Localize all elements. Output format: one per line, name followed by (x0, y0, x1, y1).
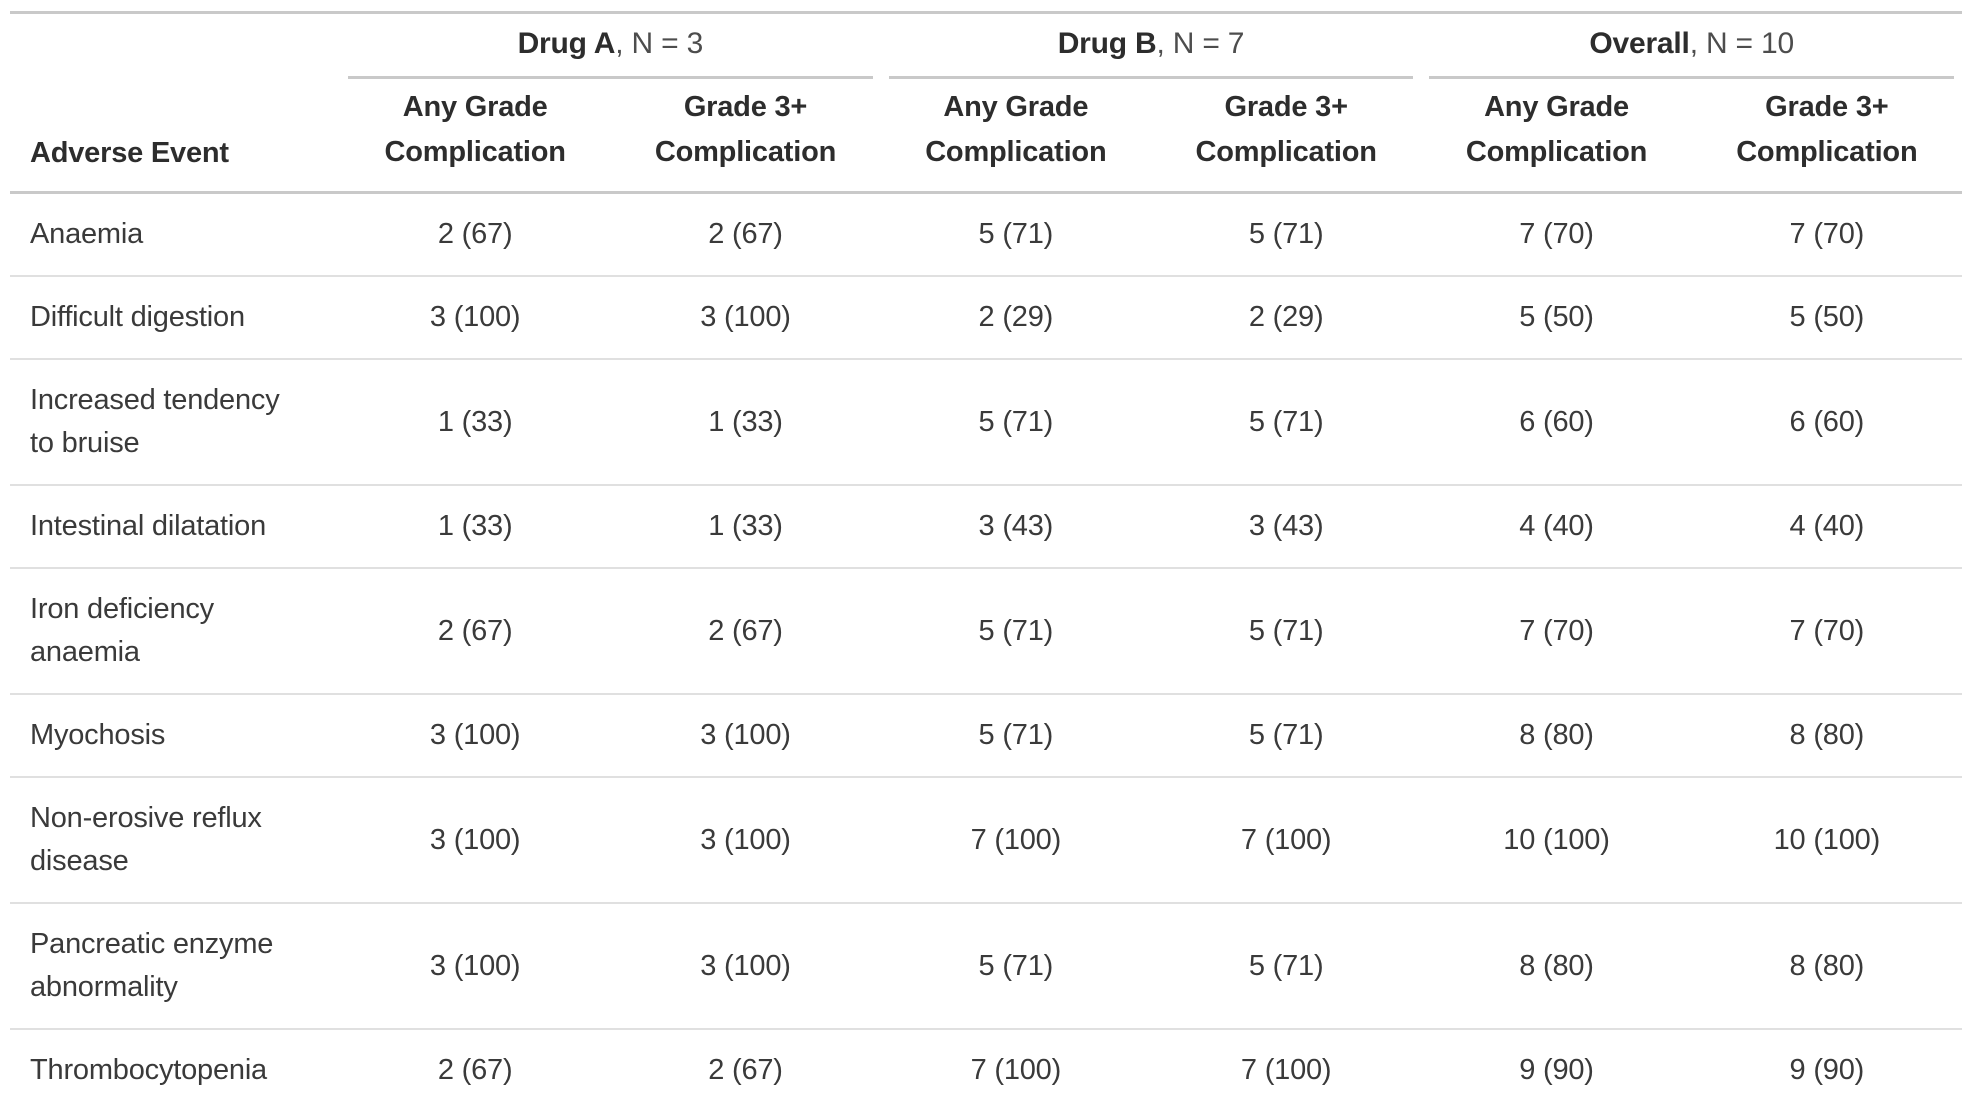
cell-value: 3 (100) (429, 301, 521, 333)
cell-value: 3 (43) (978, 510, 1054, 542)
cell-value: 7 (70) (1789, 218, 1865, 250)
row-label: Difficult digestion (30, 301, 245, 333)
spanner-stub-spacer (10, 14, 340, 79)
cell-value: 3 (100) (429, 949, 521, 982)
cell-value: 8 (80) (1789, 719, 1865, 751)
spanner-drug-b-name: Drug B (1057, 26, 1157, 60)
row-label: Increased tendency to bruise (30, 384, 280, 459)
spanner-drug-b-n: , N = 7 (1156, 26, 1245, 60)
table-row: Myochosis 3 (100) 3 (100) 5 (71) 5 (71) 8 (80… (10, 695, 1962, 778)
cell-value: 5 (71) (978, 614, 1054, 647)
cell-value: 2 (67) (708, 614, 783, 647)
row-label: Intestinal dilatation (30, 510, 267, 542)
col-header-drug-b-grade-3plus: Grade 3+ Complication (1195, 91, 1377, 168)
table-row: Increased tendency to bruise 1 (33) 1 (33)… (10, 360, 1962, 486)
col-header-drug-b-any-grade: Any Grade Complication (925, 91, 1107, 168)
row-label: Thrombocytopenia (30, 1054, 267, 1086)
cell-value: 3 (100) (700, 823, 791, 856)
table-row: Intestinal dilatation 1 (33) 1 (33) 3 (43) 3… (10, 486, 1962, 569)
cell-value: 8 (80) (1519, 949, 1594, 982)
cell-value: 5 (71) (1248, 405, 1324, 438)
cell-value: 4 (40) (1789, 510, 1865, 542)
cell-value: 6 (60) (1519, 405, 1594, 438)
cell-value: 5 (50) (1519, 301, 1594, 333)
cell-value: 2 (67) (437, 1054, 513, 1086)
cell-value: 1 (33) (437, 405, 513, 438)
spanner-drug-a: Drug A, N = 3 (340, 14, 881, 79)
table-row: Iron deficiency anaemia 2 (67) 2 (67) 5 (71… (10, 569, 1962, 695)
column-header-row: Adverse Event Any Grade Complication Gra… (10, 79, 1962, 194)
spanner-drug-a-name: Drug A (517, 26, 616, 60)
table-row: Thrombocytopenia 2 (67) 2 (67) 7 (100) 7 (10… (10, 1030, 1962, 1102)
table-row: Non-erosive reflux disease 3 (100) 3 (100)… (10, 778, 1962, 904)
adverse-events-table: Drug A, N = 3 Drug B, N = 7 Overall, N =… (10, 11, 1962, 1102)
cell-value: 5 (71) (978, 949, 1054, 982)
cell-value: 5 (71) (978, 405, 1054, 438)
table-row: Pancreatic enzyme abnormality 3 (100) 3 (1… (10, 904, 1962, 1030)
cell-value: 8 (80) (1519, 719, 1594, 751)
col-header-drug-a-any-grade: Any Grade Complication (384, 91, 566, 168)
cell-value: 5 (50) (1789, 301, 1865, 333)
row-label: Non-erosive reflux disease (30, 802, 262, 877)
row-label: Iron deficiency anaemia (30, 593, 214, 668)
row-label: Pancreatic enzyme abnormality (30, 928, 274, 1003)
cell-value: 7 (70) (1789, 614, 1865, 647)
cell-value: 7 (100) (1240, 823, 1332, 856)
cell-value: 3 (100) (700, 719, 791, 751)
cell-value: 10 (100) (1503, 823, 1610, 856)
cell-value: 9 (90) (1789, 1054, 1865, 1086)
spanner-overall-name: Overall (1589, 26, 1690, 60)
spanner-drug-b: Drug B, N = 7 (881, 14, 1422, 79)
cell-value: 7 (100) (970, 1054, 1062, 1086)
cell-value: 5 (71) (978, 719, 1054, 751)
cell-value: 1 (33) (437, 510, 513, 542)
spanner-overall: Overall, N = 10 (1421, 14, 1962, 79)
cell-value: 5 (71) (1248, 218, 1324, 250)
cell-value: 7 (100) (970, 823, 1062, 856)
cell-value: 1 (33) (708, 510, 783, 542)
cell-value: 2 (67) (708, 1054, 783, 1086)
col-header-overall-any-grade: Any Grade Complication (1465, 91, 1648, 168)
cell-value: 7 (70) (1519, 218, 1594, 250)
cell-value: 1 (33) (708, 405, 783, 438)
spanner-drug-a-n: , N = 3 (615, 26, 704, 60)
cell-value: 2 (67) (437, 218, 513, 250)
cell-value: 3 (100) (429, 823, 521, 856)
col-header-overall-grade-3plus: Grade 3+ Complication (1736, 91, 1918, 168)
cell-value: 5 (71) (1248, 719, 1324, 751)
cell-value: 2 (67) (708, 218, 783, 250)
cell-value: 7 (70) (1519, 614, 1594, 647)
cell-value: 3 (100) (700, 949, 791, 982)
cell-value: 3 (100) (429, 719, 521, 751)
cell-value: 2 (67) (437, 614, 513, 647)
cell-value: 10 (100) (1773, 823, 1881, 856)
table-row: Anaemia 2 (67) 2 (67) 5 (71) 5 (71) 7 (70) 7 (… (10, 194, 1962, 277)
cell-value: 2 (29) (978, 301, 1054, 333)
cell-value: 8 (80) (1789, 949, 1865, 982)
cell-value: 5 (71) (1248, 949, 1324, 982)
cell-value: 4 (40) (1519, 510, 1594, 542)
spanner-row: Drug A, N = 3 Drug B, N = 7 Overall, N =… (10, 14, 1962, 79)
stub-header-adverse-event: Adverse Event (30, 137, 229, 169)
cell-value: 2 (29) (1248, 301, 1324, 333)
cell-value: 5 (71) (978, 218, 1054, 250)
row-label: Anaemia (30, 218, 144, 250)
col-header-drug-a-grade-3plus: Grade 3+ Complication (654, 91, 837, 168)
cell-value: 9 (90) (1519, 1054, 1594, 1086)
table-row: Difficult digestion 3 (100) 3 (100) 2 (29) 2… (10, 277, 1962, 360)
cell-value: 6 (60) (1789, 405, 1865, 438)
cell-value: 3 (100) (700, 301, 791, 333)
cell-value: 3 (43) (1248, 510, 1324, 542)
row-label: Myochosis (30, 719, 166, 751)
table-body: Anaemia 2 (67) 2 (67) 5 (71) 5 (71) 7 (70) 7 (… (10, 194, 1962, 1102)
cell-value: 5 (71) (1248, 614, 1324, 647)
spanner-overall-n: , N = 10 (1689, 26, 1794, 60)
cell-value: 7 (100) (1240, 1054, 1332, 1086)
